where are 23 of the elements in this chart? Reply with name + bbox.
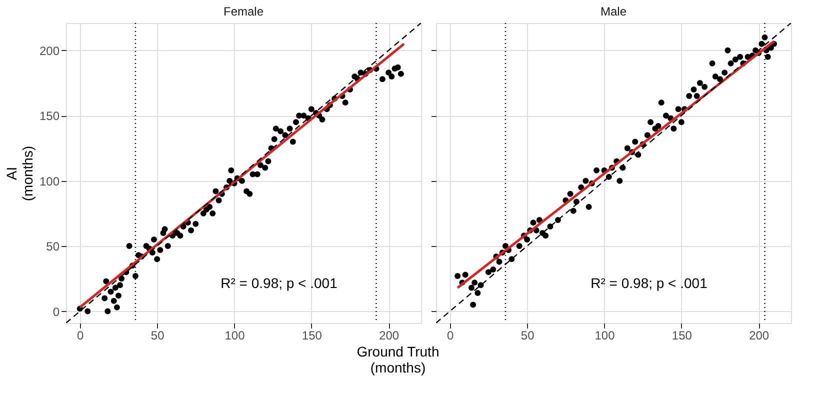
chart-title: Male (600, 4, 627, 18)
x-tick-label: 50 (520, 328, 535, 342)
y-tick-label: 100 (39, 174, 60, 188)
y-tick-label: 0 (52, 304, 60, 319)
y-tick-label: 50 (46, 240, 60, 254)
annotation: R² = 0.98; p < .001 (590, 275, 708, 291)
text: Ground Truth (356, 344, 440, 360)
x-tick-label: 0 (447, 328, 454, 342)
x-tick-label: 100 (594, 328, 616, 342)
y-tick-label: 150 (39, 109, 60, 124)
x-tick-label: 200 (379, 328, 400, 342)
x-tick-label: 200 (749, 328, 770, 342)
x-tick-label: 100 (224, 328, 246, 342)
y-tick-label: 200 (39, 44, 60, 58)
x-tick-label: 150 (672, 328, 692, 342)
x-tick-label: 50 (150, 328, 165, 342)
chart-title: Female (223, 4, 264, 18)
text: (months) (19, 146, 36, 202)
annotation: R² = 0.98; p < .001 (220, 275, 338, 291)
text: (months) (370, 360, 426, 376)
x-tick-label: 150 (302, 328, 322, 342)
text: AI (3, 166, 20, 180)
x-tick-label: 0 (77, 328, 84, 342)
